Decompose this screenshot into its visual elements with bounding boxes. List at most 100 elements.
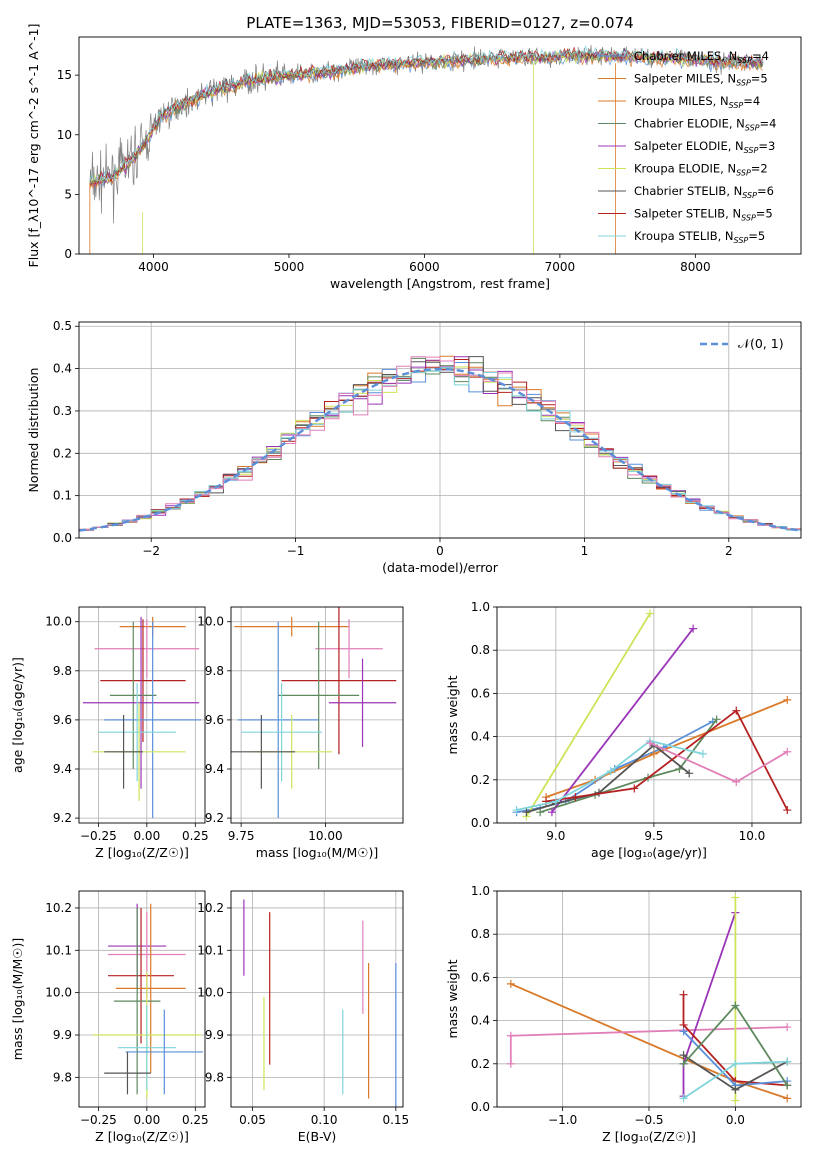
residuals-frame: [78, 321, 802, 539]
legend-entry-sub: SSP: [745, 124, 760, 133]
y-tick-label: 10: [57, 128, 72, 142]
x-axis-label: age [log₁₀(age/yr)]: [591, 845, 707, 860]
x-tick-label: 9.5: [644, 829, 663, 843]
x-axis-label: Z [log₁₀(Z/Z☉)]: [602, 1129, 696, 1144]
data-point-marker: [783, 1081, 792, 1090]
legend-entry-label: Chabrier MILES, N: [634, 49, 737, 63]
legend-entry-label: Salpeter MILES, N: [634, 72, 736, 86]
x-tick-label: 0.25: [182, 829, 209, 843]
y-tick-label: 10.1: [45, 943, 72, 957]
series-line: [516, 739, 704, 811]
legend-entry-value: =4: [743, 94, 760, 108]
data-point-marker: [783, 747, 792, 756]
y-tick-label: 9.2: [53, 811, 72, 825]
mass-vs-ebv-axes: 0.05 0.10 0.15 9.8 9.9 10.0 10.1 10.2 E(B-V): [197, 891, 409, 1144]
age-vs-z-frame: [78, 606, 206, 824]
data-point-marker: [649, 749, 658, 758]
data-point-marker: [731, 1096, 740, 1105]
y-tick-label: 0.3: [53, 404, 72, 418]
legend-entry-value: =5: [756, 207, 773, 221]
series-line: [545, 699, 788, 798]
x-tick-label: 2: [725, 544, 733, 558]
x-axis-label: wavelength [Angstrom, rest frame]: [330, 276, 550, 291]
y-tick-label: 0.0: [53, 531, 72, 545]
x-tick-label: −0.25: [80, 1113, 117, 1127]
mass-vs-ebv-frame: [230, 890, 404, 1108]
spectrum-frame: [78, 36, 802, 255]
legend-entry-sub: SSP: [737, 56, 752, 65]
mass-vs-z-frame: [78, 890, 206, 1108]
data-point-marker: [522, 808, 531, 817]
y-tick-label: 10.0: [45, 615, 72, 629]
y-tick-label: 9.8: [53, 1070, 72, 1084]
x-tick-label: 8000: [680, 260, 711, 274]
data-point-marker: [731, 1059, 740, 1068]
age-vs-mass-axes: 9.75 10.00 9.2 9.4 9.6 9.8 10.0 mass [log₁₀(M/M…: [197, 607, 403, 860]
x-tick-label: 9.0: [546, 829, 565, 843]
y-tick-label: 9.8: [205, 664, 224, 678]
figure-title: PLATE=1363, MJD=53053, FIBERID=0127, z=0…: [246, 14, 633, 32]
x-tick-label: 6000: [409, 260, 440, 274]
data-point-marker: [712, 715, 721, 724]
x-tick-label: 10.00: [308, 829, 342, 843]
x-tick-label: 7000: [545, 260, 576, 274]
y-tick-label: 10.0: [45, 986, 72, 1000]
legend-entry-value: =6: [757, 184, 774, 198]
legend-entry-label: Kroupa STELIB, N: [634, 229, 734, 243]
legend-entry-sub: SSP: [734, 236, 749, 245]
legend-entry-sub: SSP: [741, 214, 756, 223]
y-tick-label: 0.4: [471, 730, 490, 744]
x-tick-label: 0.00: [133, 829, 160, 843]
y-tick-label: 9.8: [205, 1070, 224, 1084]
legend-entry: Salpeter STELIB, NSSP=5: [634, 207, 773, 223]
x-tick-label: −0.5: [634, 1113, 663, 1127]
x-axis-label: E(B-V): [298, 1129, 337, 1144]
y-tick-label: 10.0: [197, 615, 224, 629]
data-point-marker: [731, 893, 740, 902]
y-tick-label: 0.5: [53, 319, 72, 333]
y-tick-label: 0.6: [471, 970, 490, 984]
legend-entry-value: =3: [758, 139, 775, 153]
y-axis-label: Normed distribution: [26, 368, 41, 493]
legend-entry-value: =4: [752, 49, 769, 63]
y-tick-label: 0.8: [471, 643, 490, 657]
residual-histogram: [79, 356, 801, 530]
y-tick-label: 0.0: [471, 816, 490, 830]
series-line: [649, 742, 788, 784]
x-axis-label: Z [log₁₀(Z/Z☉)]: [95, 845, 189, 860]
y-tick-label: 9.2: [205, 811, 224, 825]
x-tick-label: 0.15: [382, 1113, 409, 1127]
x-tick-label: 5000: [274, 260, 305, 274]
data-point-marker: [679, 1094, 688, 1103]
y-tick-label: 0.8: [471, 927, 490, 941]
y-tick-label: 1.0: [471, 600, 490, 614]
legend-normal-label: 𝒩(0, 1): [738, 336, 784, 351]
x-tick-label: 0: [436, 544, 444, 558]
x-tick-label: 0.00: [133, 1113, 160, 1127]
y-axis-label: Flux [f_λ10^-17 erg cm^-2 s^-1 A^-1]: [26, 24, 41, 268]
y-tick-label: 5: [64, 187, 72, 201]
y-tick-label: 0: [64, 247, 72, 261]
weight-vs-age-axes: 9.0 9.5 10.0 0.0 0.2 0.4 0.6 0.8 1.0 age [log₁₀(a…: [445, 600, 801, 860]
y-tick-label: 10.1: [197, 943, 224, 957]
legend-entry-label: Salpeter ELODIE, N: [634, 139, 744, 153]
data-point-marker: [547, 808, 556, 817]
data-point-marker: [630, 784, 639, 793]
y-axis-label: age [log₁₀(age/yr)]: [10, 657, 25, 773]
legend-entry-label: Kroupa MILES, N: [634, 94, 729, 108]
data-point-marker: [731, 1001, 740, 1010]
y-tick-label: 9.8: [53, 664, 72, 678]
mass-vs-z-axes: −0.25 0.00 0.25 9.8 9.9 10.0 10.1 10.2 Z [log₁₀(…: [10, 891, 209, 1144]
y-tick-label: 9.6: [53, 713, 72, 727]
model-spectrum-line: [89, 45, 764, 182]
x-tick-label: −1: [287, 544, 305, 558]
x-tick-label: 0.10: [311, 1113, 338, 1127]
legend-entry-value: =2: [751, 162, 768, 176]
data-point-marker: [731, 1085, 740, 1094]
legend-entry-sub: SSP: [744, 146, 759, 155]
y-tick-label: 0.0: [471, 1100, 490, 1114]
data-point-marker: [783, 1094, 792, 1103]
data-point-marker: [732, 777, 741, 786]
data-point-marker: [679, 1027, 688, 1036]
y-tick-label: 10.0: [197, 986, 224, 1000]
